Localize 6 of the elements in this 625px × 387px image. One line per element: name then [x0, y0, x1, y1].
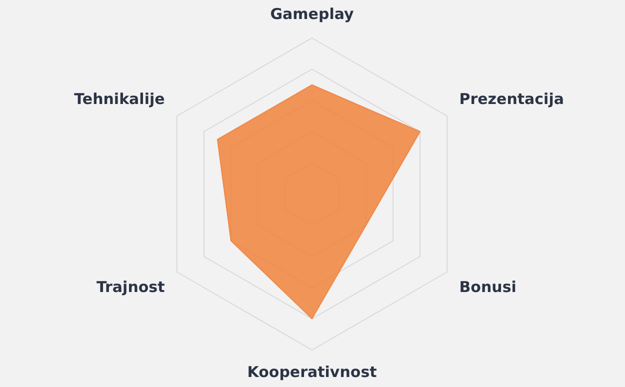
spoke-label: Gameplay [270, 4, 354, 23]
spoke-label: Tehnikalije [74, 90, 165, 108]
spoke-label: Kooperativnost [247, 362, 377, 381]
spoke-label: Trajnost [96, 278, 165, 296]
spoke-label: Bonusi [459, 278, 516, 296]
spoke-label: Prezentacija [459, 90, 564, 108]
